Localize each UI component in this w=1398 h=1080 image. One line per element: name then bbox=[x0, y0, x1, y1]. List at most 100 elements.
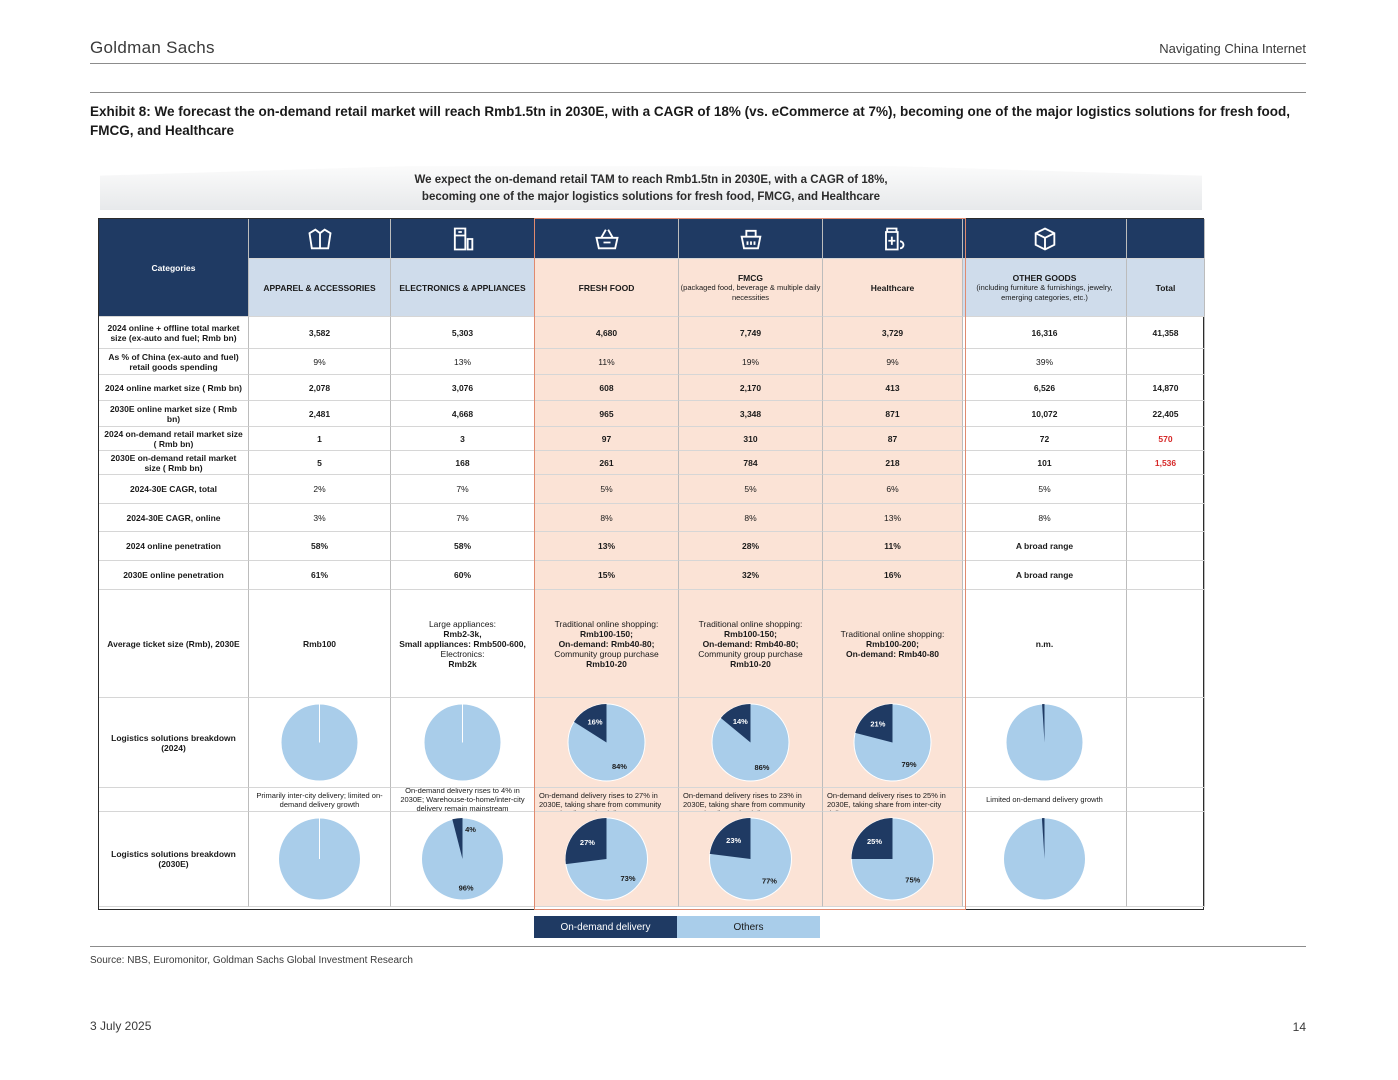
cell-value: 11% bbox=[884, 541, 901, 551]
category-header: ELECTRONICS & APPLIANCES bbox=[391, 259, 535, 317]
pie-holder bbox=[963, 698, 1126, 787]
ticket-line: Rmb100-150; bbox=[580, 628, 633, 639]
logistics-pie-chart: 16% 84% bbox=[567, 703, 646, 782]
total-cell: 41,358 bbox=[1127, 317, 1205, 349]
table-cell: 97 bbox=[535, 427, 679, 451]
table-cell: 218 bbox=[823, 451, 963, 475]
ticket-line: On-demand: Rmb40-80; bbox=[558, 638, 655, 649]
ticket-line: Traditional online shopping: bbox=[698, 618, 803, 629]
table-cell: 15% bbox=[535, 561, 679, 590]
pie-cell: 21% 79% bbox=[823, 698, 963, 788]
cell-value: 9% bbox=[886, 356, 899, 367]
table-cell: 28% bbox=[679, 532, 823, 561]
spacer-cell bbox=[99, 788, 249, 812]
pie-cell: 25% 75% bbox=[823, 812, 963, 907]
row-label: 2024 on-demand retail market size ( Rmb … bbox=[99, 427, 249, 451]
logistics-pie-chart: 14% 86% bbox=[711, 703, 790, 782]
pie-label-others: 84% bbox=[612, 762, 627, 771]
logistics-pie-chart bbox=[1005, 703, 1084, 782]
category-header: FRESH FOOD bbox=[535, 259, 679, 317]
category-header: Healthcare bbox=[823, 259, 963, 317]
total-cell bbox=[1127, 504, 1205, 532]
note-text: Primarily inter-city delivery; limited o… bbox=[256, 790, 383, 809]
cell-value: 60% bbox=[453, 570, 471, 580]
table-cell: 871 bbox=[823, 401, 963, 427]
cell-value: A broad range bbox=[1015, 541, 1074, 551]
table-cell: 413 bbox=[823, 375, 963, 401]
jacket-icon bbox=[307, 228, 332, 249]
ticket-line: Community group purchase bbox=[554, 648, 659, 659]
cell-value: 16,316 bbox=[1031, 327, 1058, 338]
category-icon-cell bbox=[249, 219, 391, 259]
categories-label: Categories bbox=[151, 262, 196, 273]
cell-value: 310 bbox=[743, 433, 758, 444]
category-title: APPAREL & ACCESSORIES bbox=[263, 282, 376, 293]
pie-holder bbox=[249, 698, 390, 787]
table-cell: 16,316 bbox=[963, 317, 1127, 349]
row-label: 2024 online + offline total market size … bbox=[99, 317, 249, 349]
table-cell: 8% bbox=[963, 504, 1127, 532]
table-cell: 168 bbox=[391, 451, 535, 475]
cell-value: 608 bbox=[599, 382, 614, 393]
table-cell: 3% bbox=[249, 504, 391, 532]
logistics-pie-chart bbox=[280, 703, 359, 782]
table-cell: 3,729 bbox=[823, 317, 963, 349]
row-label-text: As % of China (ex-auto and fuel) retail … bbox=[108, 351, 239, 372]
cell-value: 28% bbox=[741, 541, 759, 551]
cell-value: 3 bbox=[460, 433, 465, 444]
title-rule bbox=[90, 92, 1306, 93]
table-cell: 2,078 bbox=[249, 375, 391, 401]
pie-holder: 4% 96% bbox=[391, 812, 534, 906]
category-icon-cell bbox=[679, 219, 823, 259]
ticket-line: n.m. bbox=[1035, 638, 1054, 649]
cell-value: 5% bbox=[600, 484, 613, 494]
cell-value: 9% bbox=[313, 356, 326, 367]
table-cell: 58% bbox=[391, 532, 535, 561]
total-cell: 1,536 bbox=[1127, 451, 1205, 475]
cell-value: 3,729 bbox=[881, 327, 904, 338]
category-icon-cell bbox=[823, 219, 963, 259]
note-text: On-demand delivery rises to 23% in 2030E… bbox=[683, 791, 806, 811]
table-cell: 5% bbox=[679, 475, 823, 504]
shopping-basket-icon bbox=[740, 229, 761, 249]
total-value: 22,405 bbox=[1152, 408, 1179, 419]
pie-cell bbox=[249, 812, 391, 907]
table-cell: 13% bbox=[823, 504, 963, 532]
cell-value: 13% bbox=[453, 356, 471, 367]
pie-label-others: 73% bbox=[621, 874, 636, 883]
row-label: 2024-30E CAGR, online bbox=[99, 504, 249, 532]
cell-value: 7% bbox=[456, 512, 469, 523]
cell-value: 39% bbox=[1035, 356, 1053, 367]
logistics-note: On-demand delivery rises to 27% in 2030E… bbox=[535, 788, 679, 812]
market-table: Categories APPAREL & ACCESSORIES ELECTRONI… bbox=[98, 218, 1205, 910]
table-cell: 5 bbox=[249, 451, 391, 475]
pie-label-others: 79% bbox=[902, 760, 917, 769]
table-cell: 13% bbox=[535, 532, 679, 561]
pie-label-on-demand: 16% bbox=[587, 718, 602, 727]
table-cell: 784 bbox=[679, 451, 823, 475]
cell-value: 2,481 bbox=[308, 408, 331, 419]
pie-label-others: 96% bbox=[459, 883, 474, 892]
page-number: 14 bbox=[1292, 1020, 1306, 1034]
pie-slice-on-demand bbox=[573, 704, 607, 743]
table-cell: 7,749 bbox=[679, 317, 823, 349]
table-cell: 6,526 bbox=[963, 375, 1127, 401]
footer-rule bbox=[90, 946, 1306, 947]
ticket-cell: Large appliances: Rmb2-3k, Small appliance… bbox=[391, 590, 535, 698]
report-title: Navigating China Internet bbox=[1159, 41, 1306, 56]
cell-value: A broad range bbox=[1015, 570, 1074, 580]
pie-holder: 23% 77% bbox=[679, 812, 822, 906]
total-value: 1,536 bbox=[1154, 457, 1177, 468]
category-subtitle: (packaged food, beverage & multiple dail… bbox=[680, 282, 821, 302]
cell-value: 61% bbox=[310, 570, 328, 580]
cell-value: 72 bbox=[1039, 433, 1050, 444]
pie-legend: On-demand delivery Others bbox=[534, 916, 820, 938]
report-date: 3 July 2025 bbox=[90, 1019, 152, 1033]
table-cell: 2% bbox=[249, 475, 391, 504]
row-label-text: 2030E online penetration bbox=[123, 570, 224, 580]
cell-value: 5% bbox=[744, 484, 757, 494]
pie-slice-on-demand bbox=[1042, 704, 1045, 743]
total-cell bbox=[1127, 590, 1205, 698]
ticket-cell: Traditional online shopping: Rmb100-150; O… bbox=[535, 590, 679, 698]
pie-holder bbox=[391, 698, 534, 787]
